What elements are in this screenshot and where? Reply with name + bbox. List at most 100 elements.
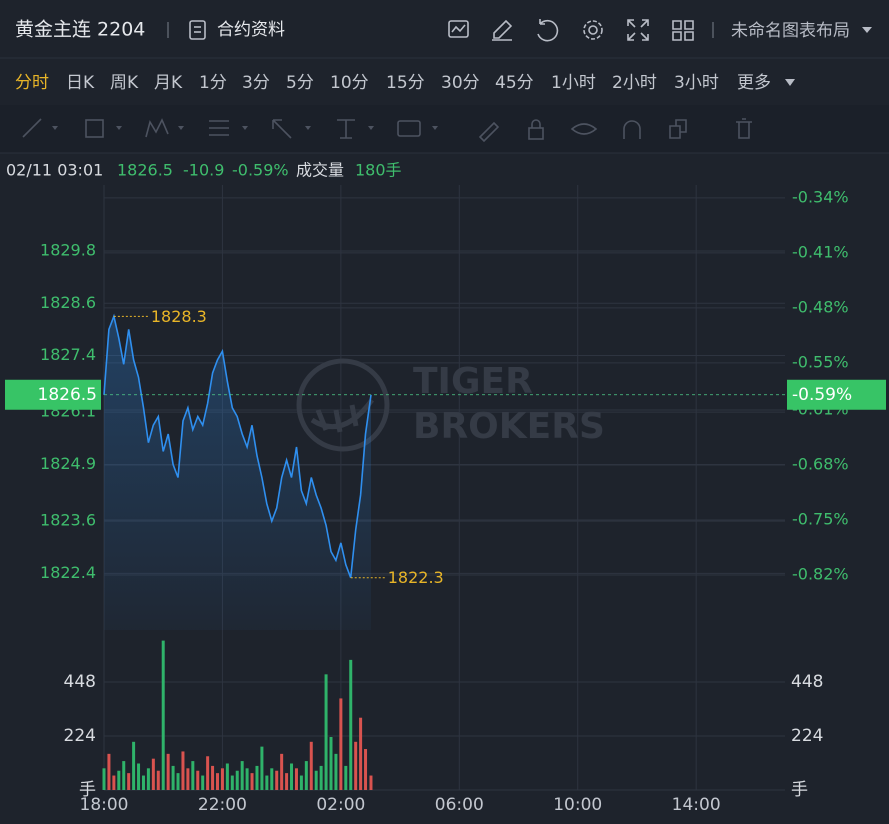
- y-tick-label: 1824.9: [40, 454, 96, 473]
- volume-bar: [299, 775, 303, 790]
- volume: 180手: [355, 161, 402, 180]
- timeframe-bar: 分时 日K 周K 月K 1分 3分 5分 10分 15分 30分 45分 1小时 2小时 3小时 更多: [15, 73, 771, 93]
- tool-text[interactable]: [337, 119, 355, 139]
- settings-icon-ring: [583, 20, 603, 40]
- volume-bar: [294, 768, 298, 790]
- volume-bar: [230, 775, 234, 790]
- volume-bar: [122, 761, 126, 790]
- volume-bar: [329, 736, 333, 790]
- doc-icon: [189, 20, 206, 40]
- timeframe[interactable]: 更多: [737, 73, 771, 93]
- volume-bar: [349, 659, 353, 790]
- timeframe[interactable]: 月K: [154, 73, 183, 93]
- tool-lock[interactable]: [528, 127, 544, 140]
- volume-tick-label: 448: [791, 672, 823, 692]
- volume-bar: [240, 761, 244, 790]
- drawing-toolbar: [0, 105, 889, 153]
- volume-bar: [151, 758, 155, 790]
- dropdown-arrow[interactable]: [785, 79, 795, 86]
- timeframe[interactable]: 周K: [110, 73, 139, 93]
- volume-bar: [309, 741, 313, 790]
- volume-bar: [102, 768, 106, 790]
- tool-pattern[interactable]: [145, 118, 169, 138]
- y-tick-label: 1828.6: [40, 293, 96, 312]
- y2-tick-label: -0.82%: [792, 565, 849, 584]
- tool-eye[interactable]: [570, 123, 598, 135]
- timeframe[interactable]: 45分: [495, 73, 534, 93]
- timeframe[interactable]: 3小时: [674, 73, 719, 93]
- settings-icon[interactable]: [588, 25, 598, 35]
- x-tick-label: 06:00: [435, 795, 484, 815]
- volume-bar: [265, 775, 269, 790]
- timeframe[interactable]: 1分: [199, 73, 227, 93]
- low-label: 1822.3: [388, 568, 444, 587]
- y-tick-label: 1827.4: [40, 345, 96, 364]
- timeframe[interactable]: 5分: [286, 73, 314, 93]
- volume-bar: [319, 765, 323, 790]
- edit-icon[interactable]: [492, 19, 513, 41]
- tool-arrow[interactable]: [272, 119, 292, 139]
- tool-delete[interactable]: [736, 118, 752, 139]
- volume-bar: [235, 770, 239, 790]
- layout-name[interactable]: 未命名图表布局: [731, 21, 850, 41]
- top-icons: [448, 19, 694, 42]
- volume-bar: [275, 770, 279, 790]
- layout-icon[interactable]: [672, 20, 694, 41]
- tool-brush[interactable]: [478, 121, 500, 143]
- indicator-icon[interactable]: [448, 20, 469, 38]
- volume-bar: [245, 768, 249, 790]
- timeframe[interactable]: 分时: [15, 73, 49, 93]
- volume-tick-label: 448: [64, 672, 96, 692]
- fullscreen-icon[interactable]: [627, 19, 649, 41]
- volume-tick-label: 手: [791, 780, 808, 800]
- timeframe[interactable]: 30分: [441, 73, 480, 93]
- high-label: 1828.3: [151, 307, 207, 326]
- y-tick-label: 1822.4: [40, 563, 96, 582]
- volume-bar: [250, 773, 254, 790]
- tool-note[interactable]: [397, 120, 421, 137]
- volume-bar: [201, 775, 205, 790]
- y-tick-label: 1823.6: [40, 511, 96, 530]
- dropdown-arrow[interactable]: [862, 27, 872, 33]
- volume-bar: [132, 741, 136, 790]
- y2-tick-label: -0.55%: [792, 352, 849, 371]
- y2-tick-label: -0.48%: [792, 297, 849, 316]
- volume-bar: [324, 674, 328, 790]
- y2-tick-label: -0.34%: [792, 187, 849, 206]
- tool-magnet[interactable]: [623, 120, 641, 139]
- volume-bar: [127, 773, 131, 790]
- watermark-logo: [296, 358, 390, 452]
- volume-bar: [146, 768, 150, 790]
- volume-bar: [176, 773, 180, 790]
- tool-clone[interactable]: [669, 119, 687, 139]
- contract-info-button[interactable]: 合约资料: [189, 20, 285, 40]
- volume-bar: [191, 761, 195, 790]
- y2-tick-label: -0.68%: [792, 455, 849, 474]
- current-price: 1826.5: [38, 385, 97, 405]
- volume-bar: [339, 698, 343, 790]
- volume-bar: [364, 749, 368, 790]
- drawing-tools: [22, 118, 752, 143]
- contract-info[interactable]: 合约资料: [217, 20, 285, 40]
- timeframe[interactable]: 15分: [386, 73, 425, 93]
- change: -10.9: [183, 161, 224, 180]
- timeframe[interactable]: 日K: [66, 73, 95, 93]
- tool-rect[interactable]: [85, 119, 104, 138]
- timeframe[interactable]: 3分: [242, 73, 270, 93]
- timeframe[interactable]: 1小时: [551, 73, 596, 93]
- tool-fib[interactable]: [209, 120, 229, 136]
- tool-line[interactable]: [22, 118, 42, 138]
- volume-bar: [280, 753, 284, 790]
- timeframe[interactable]: 2小时: [612, 73, 657, 93]
- undo-icon[interactable]: [537, 19, 559, 42]
- timeframe[interactable]: 10分: [330, 73, 369, 93]
- volume-tick-label: 224: [64, 726, 96, 746]
- watermark: TIGER: [413, 361, 533, 402]
- current-pct-tag: [787, 379, 886, 410]
- y-tick-label: 1829.8: [40, 240, 96, 259]
- volume-bar: [181, 751, 185, 790]
- tool-lock-shackle: [531, 119, 541, 128]
- tool-dropdowns: [52, 126, 438, 130]
- volume-bar: [107, 753, 111, 790]
